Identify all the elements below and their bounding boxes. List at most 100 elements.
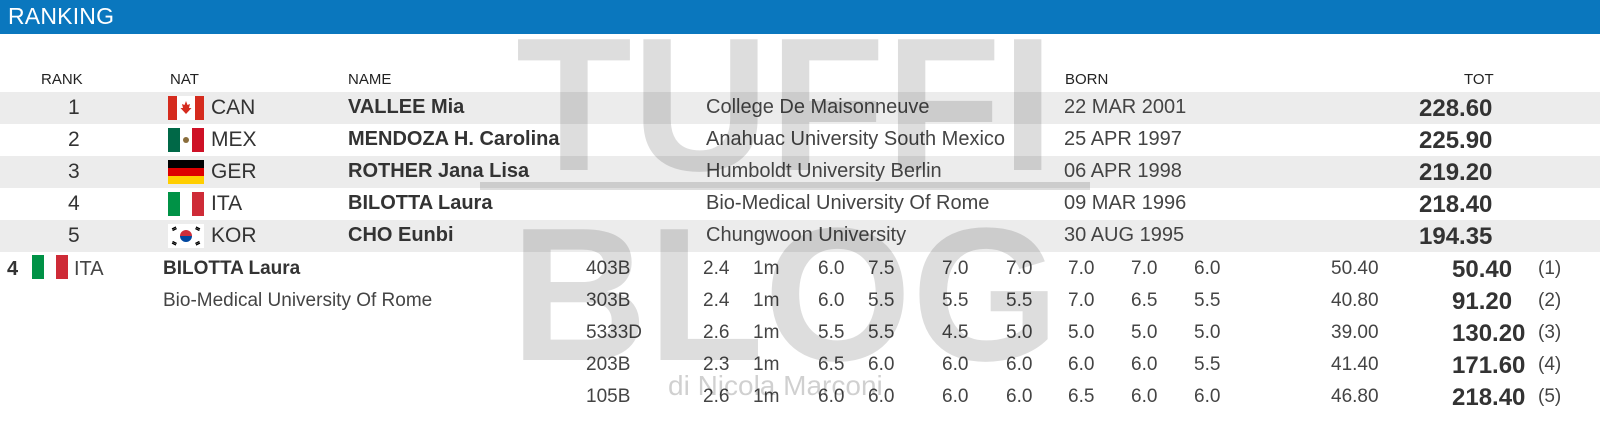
ranking-row[interactable]: 3 GER ROTHER Jana Lisa Humboldt Universi… [0,156,1600,188]
dive-code: 303B [586,290,631,311]
judge-score: 6.0 [818,290,845,311]
judge-score: 6.5 [818,354,845,375]
col-name: NAME [348,71,392,88]
athlete-name: VALLEE Mia [348,96,465,118]
rank-number: 4 [68,192,80,215]
ranking-row[interactable]: 2 MEX MENDOZA H. Carolina Anahuac Univer… [0,124,1600,156]
ranking-row[interactable]: 5 KOR CHO Eunbi Chungwoon University 30 … [0,220,1600,252]
judge-score: 6.0 [1194,386,1221,407]
athlete-name: MENDOZA H. Carolina [348,128,560,150]
rank-number: 1 [68,96,80,119]
judge-score: 6.0 [818,386,845,407]
dive-points: 50.40 [1331,258,1379,279]
judge-score: 7.0 [1006,258,1033,279]
judge-score: 5.0 [1006,322,1033,343]
ranking-row[interactable]: 1 CAN VALLEE Mia College De Maisonneuve … [0,92,1600,124]
nat-code: CAN [211,96,256,119]
judge-score: 6.5 [1131,290,1158,311]
athlete-school: College De Maisonneuve [706,96,930,118]
total-score: 218.40 [1419,191,1493,218]
germany-flag-icon [168,160,204,184]
ranking-header: RANKING [0,0,1600,34]
detail-athlete-name: BILOTTA Laura [163,258,301,279]
rank-number: 5 [68,224,80,247]
judge-score: 6.0 [868,386,895,407]
col-tot: TOT [1464,71,1494,88]
judge-score: 5.0 [1068,322,1095,343]
dive-difficulty: 2.4 [703,290,730,311]
judge-score: 6.5 [1068,386,1095,407]
judge-score: 6.0 [1006,354,1033,375]
judge-score: 6.0 [1068,354,1095,375]
detail-athlete-school: Bio-Medical University Of Rome [163,290,433,311]
judge-score: 7.0 [942,258,969,279]
judge-score: 6.0 [942,354,969,375]
total-score: 194.35 [1419,223,1493,250]
dive-difficulty: 2.6 [703,386,730,407]
dive-code: 105B [586,386,631,407]
judge-score: 6.0 [942,386,969,407]
rank-number: 3 [68,160,80,183]
col-born: BORN [1065,71,1109,88]
judge-score: 6.0 [1131,354,1158,375]
dive-order: (1) [1538,258,1562,279]
athlete-born: 06 APR 1998 [1064,160,1182,182]
canada-flag-icon [168,96,204,120]
nat-code: ITA [211,192,243,215]
page-title: RANKING [8,3,115,29]
dive-points: 41.40 [1331,354,1379,375]
judge-score: 5.0 [1131,322,1158,343]
judge-score: 5.5 [818,322,845,343]
dive-code: 203B [586,354,631,375]
dive-height: 1m [753,258,780,279]
athlete-name: ROTHER Jana Lisa [348,160,530,182]
judge-score: 5.5 [1194,290,1221,311]
judge-score: 6.0 [818,258,845,279]
judge-score: 5.5 [1194,354,1221,375]
athlete-born: 09 MAR 1996 [1064,192,1187,214]
athlete-name: BILOTTA Laura [348,192,493,214]
dive-difficulty: 2.3 [703,354,730,375]
dive-order: (3) [1538,322,1562,343]
total-score: 225.90 [1419,127,1493,154]
athlete-born: 30 AUG 1995 [1064,224,1185,246]
athlete-born: 25 APR 1997 [1064,128,1182,150]
dive-order: (4) [1538,354,1562,375]
korea-flag-icon [168,224,204,248]
judge-score: 5.5 [868,322,895,343]
nat-code: MEX [211,128,257,151]
ranking-row[interactable]: 4 ITA BILOTTA Laura Bio-Medical Universi… [0,188,1600,220]
dive-order: (2) [1538,290,1562,311]
cumulative-score: 218.40 [1452,384,1526,411]
total-score: 219.20 [1419,159,1493,186]
athlete-school: Anahuac University South Mexico [706,128,1006,150]
detail-rank: 4 [7,258,19,280]
cumulative-score: 171.60 [1452,352,1526,379]
dive-code: 403B [586,258,631,279]
col-rank: RANK [41,71,83,88]
judge-score: 6.0 [1006,386,1033,407]
cumulative-score: 91.20 [1452,288,1513,315]
dive-points: 39.00 [1331,322,1379,343]
dive-height: 1m [753,290,780,311]
judge-score: 5.5 [868,290,895,311]
judge-score: 7.5 [868,258,895,279]
watermark-byline: di Nicola Marconi [668,370,883,401]
athlete-name: CHO Eunbi [348,224,454,246]
judge-score: 6.0 [868,354,895,375]
nat-code: GER [211,160,257,183]
dive-points: 46.80 [1331,386,1379,407]
judge-score: 5.0 [1194,322,1221,343]
dive-height: 1m [753,386,780,407]
col-nat: NAT [170,71,199,88]
mexico-flag-icon [168,128,204,152]
judge-score: 5.5 [942,290,969,311]
rank-number: 2 [68,128,80,151]
detail-nat-code: ITA [74,258,104,280]
nat-code: KOR [211,224,257,247]
athlete-school: Humboldt University Berlin [706,160,942,182]
dive-height: 1m [753,322,780,343]
total-score: 228.60 [1419,95,1493,122]
athlete-school: Chungwoon University [706,224,907,246]
judge-score: 7.0 [1068,290,1095,311]
